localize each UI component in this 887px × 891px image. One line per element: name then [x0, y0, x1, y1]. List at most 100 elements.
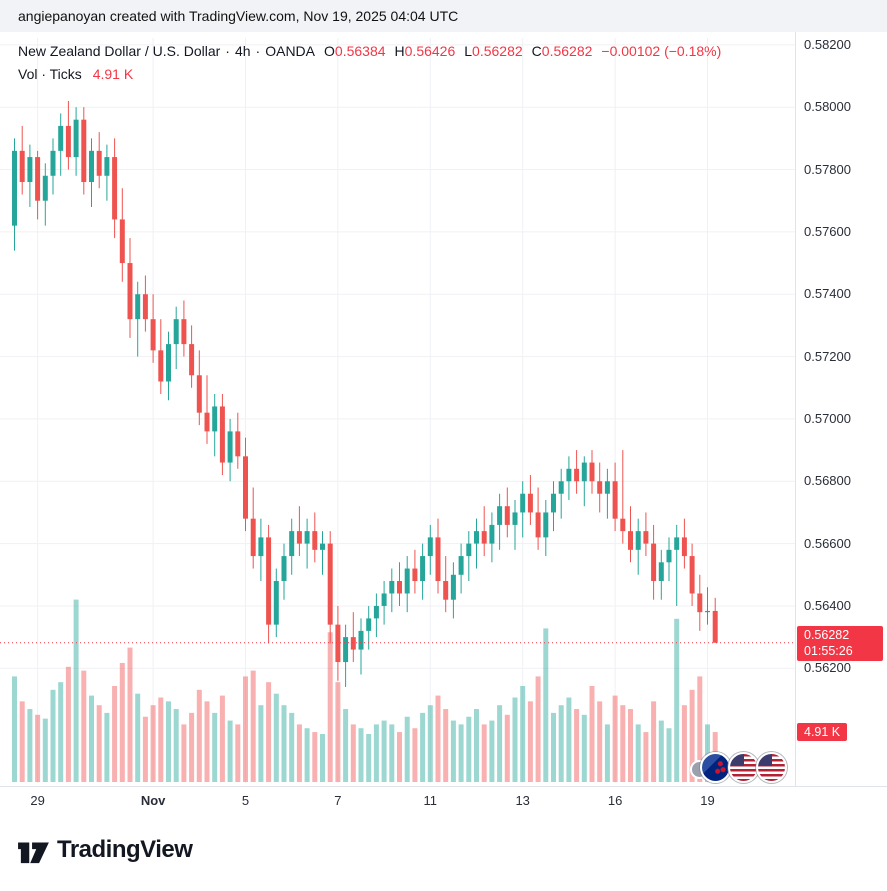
bar-countdown: 01:55:26 — [804, 643, 853, 658]
volume-bar — [50, 689, 56, 782]
tradingview-logo-icon — [18, 842, 49, 864]
volume-bar — [96, 705, 102, 782]
volume-bar — [181, 724, 187, 782]
candle-body — [142, 294, 148, 320]
volume-bar — [435, 695, 441, 782]
high-label: H — [394, 43, 405, 59]
candle-body — [381, 593, 387, 606]
volume-bar — [481, 724, 487, 782]
volume-bar — [397, 732, 402, 782]
volume-bar — [628, 709, 633, 782]
price-axis-label: 0.57400 — [804, 286, 851, 302]
volume-bar — [281, 705, 287, 782]
candle-body — [12, 150, 17, 226]
volume-bar — [227, 720, 233, 782]
price-axis-label: 0.56800 — [804, 473, 851, 489]
candle-body — [674, 537, 680, 550]
time-axis-label: 29 — [30, 793, 45, 808]
volume-bar — [304, 728, 310, 782]
volume-bar — [35, 714, 41, 782]
candle-body — [366, 618, 372, 631]
volume-bar — [73, 599, 79, 782]
volume-bar — [635, 724, 641, 782]
volume-bar — [366, 734, 372, 782]
volume-bar — [443, 709, 449, 782]
candle-body — [35, 157, 41, 201]
volume-bar — [427, 705, 433, 782]
candle-body — [681, 537, 687, 557]
candle-body — [181, 319, 187, 345]
price-axis[interactable]: 0.56282 01:55:26 4.91 K 0.58200 0.58000 0.… — [795, 32, 887, 786]
volume-bar — [219, 695, 225, 782]
volume-bar — [212, 712, 218, 782]
volume-bar — [266, 682, 272, 782]
separator-dot: · — [255, 43, 261, 59]
price-axis-label: 0.58200 — [804, 36, 851, 52]
time-axis[interactable]: 29 Nov 5 7 11 13 16 19 — [0, 786, 887, 815]
symbol-title[interactable]: New Zealand Dollar / U.S. Dollar — [18, 43, 221, 59]
nz-flag-icon[interactable] — [700, 752, 731, 783]
chart-area[interactable]: New Zealand Dollar / U.S. Dollar · 4h · OAND… — [0, 32, 887, 786]
volume-bar — [289, 712, 295, 782]
volume-bar — [527, 701, 533, 782]
volume-bar — [173, 709, 179, 782]
us-flag-icon[interactable] — [756, 752, 787, 783]
open-value: 0.56384 — [334, 43, 386, 59]
candlestick-chart[interactable] — [0, 38, 795, 786]
candle-body — [389, 581, 395, 594]
candle-body — [204, 412, 210, 432]
volume-label[interactable]: Vol · Ticks — [18, 66, 82, 82]
candle-body — [358, 630, 364, 650]
us-flag-icon[interactable] — [728, 752, 759, 783]
volume-bar — [697, 676, 703, 782]
price-axis-label: 0.56600 — [804, 535, 851, 551]
tradingview-wordmark: TradingView — [57, 836, 193, 863]
tradingview-logo[interactable]: TradingView — [16, 836, 193, 864]
candle-body — [481, 531, 487, 544]
volume-bar — [81, 670, 87, 782]
candle-body — [512, 512, 518, 525]
volume-bar — [312, 732, 318, 782]
candle-body — [435, 537, 441, 582]
volume-bar — [350, 724, 356, 782]
candle-body — [189, 344, 195, 376]
volume-bar — [166, 701, 171, 782]
volume-bar — [574, 709, 580, 782]
price-axis-label: 0.57000 — [804, 410, 851, 426]
volume-bar — [512, 697, 518, 782]
price-axis-label: 0.56400 — [804, 597, 851, 613]
volume-bar — [643, 732, 649, 782]
volume-bar — [335, 682, 341, 782]
candle-body — [566, 468, 572, 482]
volume-badge: 4.91 K — [797, 723, 848, 742]
candle-body — [81, 119, 87, 183]
candle-body — [19, 150, 25, 183]
candle-body — [527, 493, 533, 513]
candle-body — [666, 549, 672, 563]
candle-body — [320, 543, 325, 550]
low-value: 0.56282 — [472, 43, 523, 59]
candle-body — [651, 543, 657, 582]
candle-body — [574, 468, 580, 482]
time-axis-label: 13 — [515, 793, 530, 808]
candle-body — [158, 350, 164, 382]
time-axis-label: 5 — [241, 793, 250, 808]
interval-label[interactable]: 4h — [234, 43, 251, 59]
volume-bar — [504, 714, 510, 782]
candle-body — [450, 574, 456, 600]
candle-body — [73, 119, 79, 158]
candle-body — [89, 150, 94, 183]
candle-body — [112, 157, 118, 220]
candle-body — [420, 556, 426, 582]
candle-body — [427, 537, 433, 557]
candle-body — [412, 568, 418, 582]
volume-bar — [296, 724, 302, 782]
candle-body — [65, 125, 71, 158]
volume-bar — [42, 718, 48, 782]
candle-body — [604, 481, 610, 494]
candle-body — [343, 637, 349, 663]
candle-body — [96, 150, 102, 176]
volume-bar — [135, 693, 141, 782]
candle-body — [219, 406, 225, 463]
